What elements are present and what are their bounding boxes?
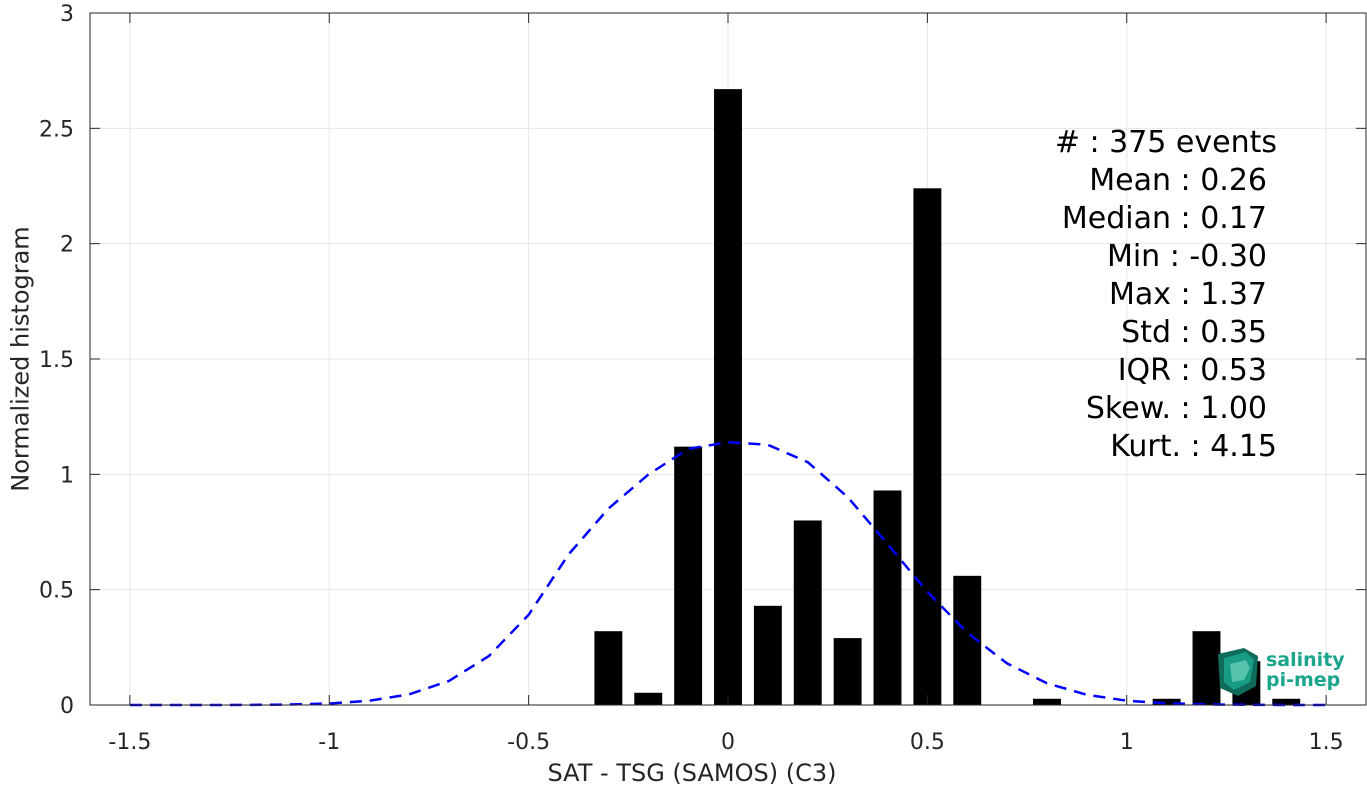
logo-line1: salinity <box>1266 649 1345 671</box>
x-tick-label: 1 <box>1120 730 1134 755</box>
stat-events: # : 375 events <box>1055 125 1277 160</box>
histogram-bar <box>1033 698 1061 705</box>
histogram-bar <box>833 638 862 705</box>
y-tick-label: 1 <box>60 463 74 488</box>
histogram-bar <box>753 605 782 705</box>
histogram-bars <box>594 89 1301 706</box>
logo-line2: pi-mep <box>1266 669 1340 691</box>
axis-ticks <box>90 12 1366 706</box>
y-tick-label: 2.5 <box>39 117 74 142</box>
histogram-bar <box>1152 698 1181 705</box>
stat-median: Median : 0.17 <box>1062 201 1267 236</box>
tick-labels: -1.5 -1 -0.5 0 0.5 1 1.5 0 0.5 1 1.5 2 2.5 3 <box>39 2 1344 755</box>
stat-iqr: IQR : 0.53 <box>1118 353 1267 388</box>
stat-std: Std : 0.35 <box>1121 315 1267 350</box>
histogram-bar <box>1272 698 1301 705</box>
x-tick-label: -1.5 <box>108 730 151 755</box>
x-tick-label: 0.5 <box>910 730 945 755</box>
y-tick-label: 3 <box>60 2 74 27</box>
stats-box: # : 375 events Mean : 0.26 Median : 0.17… <box>1055 125 1277 464</box>
stat-mean: Mean : 0.26 <box>1089 163 1267 198</box>
stat-kurt: Kurt. : 4.15 <box>1110 429 1277 464</box>
histogram-bar <box>674 446 703 705</box>
salinity-pi-mep-logo: salinity pi-mep <box>1218 648 1345 696</box>
histogram-bar <box>714 89 742 706</box>
y-tick-label: 0 <box>60 694 74 719</box>
x-axis-label: SAT - TSG (SAMOS) (C3) <box>548 759 837 785</box>
y-axis-label: Normalized histogram <box>6 226 34 491</box>
histogram-bar <box>913 188 942 706</box>
stat-skew: Skew. : 1.00 <box>1086 391 1267 426</box>
stat-max: Max : 1.37 <box>1109 277 1267 312</box>
histogram-bar <box>1192 631 1221 705</box>
histogram-bar <box>634 692 663 705</box>
x-tick-label: -1 <box>318 730 340 755</box>
stat-min: Min : -0.30 <box>1107 239 1267 274</box>
x-tick-label: 1.5 <box>1309 730 1344 755</box>
histogram-bar <box>594 631 623 705</box>
x-tick-label: 0 <box>721 730 735 755</box>
x-tick-label: -0.5 <box>507 730 550 755</box>
histogram-bar <box>873 490 902 705</box>
y-tick-label: 1.5 <box>39 348 74 373</box>
y-tick-label: 2 <box>60 233 74 258</box>
histogram-bar <box>793 520 822 705</box>
y-tick-label: 0.5 <box>39 579 74 604</box>
